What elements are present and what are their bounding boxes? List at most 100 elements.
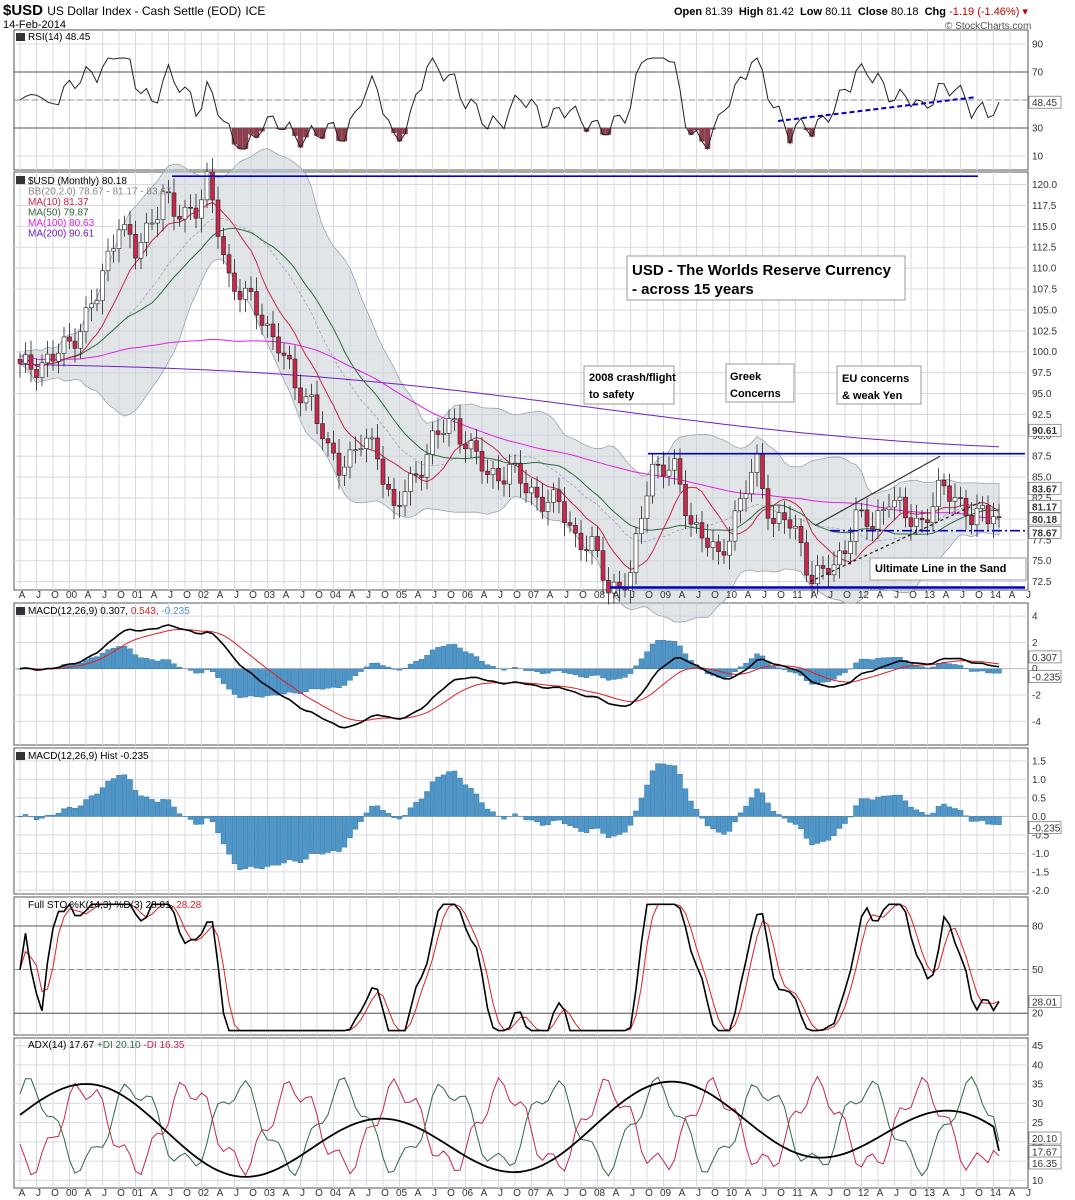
hist-bar: [704, 816, 711, 827]
candle-body: [243, 287, 248, 300]
candle-body: [265, 323, 270, 326]
y-tick-label: 85.0: [1032, 473, 1052, 484]
rsi-oversold-fill: [605, 128, 612, 135]
candle-body: [210, 171, 215, 201]
macd-hist-bar: [105, 649, 111, 669]
candle-body: [985, 505, 991, 525]
macd-hist-bar: [594, 668, 601, 676]
macd-hist-bar: [528, 668, 535, 671]
candle-body: [116, 229, 122, 249]
adx-line: [19, 1080, 1000, 1178]
macd-hist-bar: [605, 668, 612, 681]
badge-bb-upper: 83.67: [1032, 484, 1057, 495]
hist-bar: [776, 814, 782, 817]
x-tick-label: J: [366, 1188, 371, 1199]
y-tick-label: -4: [1032, 717, 1041, 728]
candle-body: [881, 509, 886, 511]
x-tick-label: O: [183, 1188, 191, 1199]
x-tick-label: O: [315, 590, 323, 601]
macd-hist-bar: [545, 668, 551, 674]
hist-bar: [77, 805, 84, 817]
candle-body: [721, 551, 727, 556]
hist-bar: [660, 763, 667, 817]
x-tick-label: J: [36, 1188, 41, 1199]
badge-ma200-bg: [1028, 423, 1062, 437]
x-tick-label: A: [745, 1188, 752, 1199]
y-tick-label: 80: [1032, 922, 1044, 933]
macd-hist-bar: [710, 668, 716, 676]
rsi-oversold-fill: [319, 128, 326, 139]
candle-body: [903, 496, 908, 519]
candle-body: [111, 248, 116, 252]
x-tick-label: A: [877, 1188, 884, 1199]
hist-bar: [847, 816, 854, 818]
y-tick-label: 100.0: [1032, 347, 1057, 358]
title-line-1: USD - The Worlds Reserve Currency: [632, 262, 892, 279]
candle-body: [666, 469, 672, 477]
hist-bar: [66, 806, 73, 817]
watermark: © StockCharts.com: [945, 21, 1032, 32]
macd-hist-bar: [369, 662, 375, 669]
candle-body: [61, 336, 67, 354]
hist-bar: [226, 816, 232, 855]
x-tick-label: A: [547, 590, 554, 601]
candle-body: [331, 442, 336, 454]
candle-body: [204, 171, 210, 201]
hist-bar: [924, 814, 931, 817]
rsi-oversold-fill: [600, 128, 606, 135]
hist-bar: [308, 816, 315, 854]
hist-bar: [314, 816, 320, 854]
hist-badge: -0.235: [1032, 823, 1061, 834]
rsi-oversold-fill: [336, 128, 342, 141]
candle-body: [276, 336, 281, 354]
macd-hist-bar: [330, 668, 337, 688]
hist-bar: [655, 763, 661, 817]
x-tick-label: O: [975, 590, 983, 601]
candle-body: [628, 572, 633, 591]
macd-hist-bar: [462, 651, 469, 669]
macd-hist-bar: [413, 660, 419, 669]
candle-body: [413, 473, 419, 476]
macd-hist-bar: [297, 668, 304, 695]
hist-bar: [891, 794, 898, 817]
candle-body: [457, 418, 463, 445]
x-tick-label: J: [36, 590, 41, 601]
hist-bar: [666, 764, 672, 817]
y-tick-label: 115.0: [1032, 222, 1057, 233]
macd-hist-bar: [160, 659, 166, 669]
candle-body: [507, 464, 512, 485]
macd-hist-bar: [660, 640, 667, 669]
hist-bar: [908, 806, 914, 817]
hist-bar: [149, 799, 155, 817]
macd-hist-bar: [952, 664, 958, 669]
x-tick-label: 10: [726, 590, 738, 601]
hist-bar: [710, 816, 716, 830]
candle-body: [94, 300, 100, 305]
candle-body: [529, 486, 534, 494]
hist-bar: [341, 816, 348, 848]
candle-body: [853, 509, 859, 542]
candle-body: [166, 191, 171, 194]
hist-bar: [633, 810, 639, 817]
hist-bar: [286, 816, 293, 860]
hist-bar: [864, 798, 870, 817]
x-tick-label: J: [630, 1188, 635, 1199]
y-tick-label: 77.5: [1032, 535, 1052, 546]
price-legend-item: $USD (Monthly) 80.18: [28, 176, 127, 187]
rsi-oversold-fill: [787, 128, 793, 144]
hist-bar: [578, 816, 584, 832]
macd-hist-bar: [479, 661, 485, 669]
candle-body: [23, 354, 28, 364]
candle-body: [83, 307, 89, 332]
x-tick-label: A: [85, 1188, 92, 1199]
candle-body: [78, 331, 83, 349]
hist-bar: [248, 816, 254, 867]
hist-bar: [682, 788, 689, 817]
macd-hist-bar: [314, 668, 320, 690]
x-tick-label: J: [432, 1188, 437, 1199]
hist-bar: [814, 816, 821, 844]
adx-badge-bg: [1028, 1131, 1062, 1145]
candle-body: [89, 303, 94, 309]
macd-hist-bar: [165, 659, 172, 669]
hist-bar: [798, 816, 804, 830]
